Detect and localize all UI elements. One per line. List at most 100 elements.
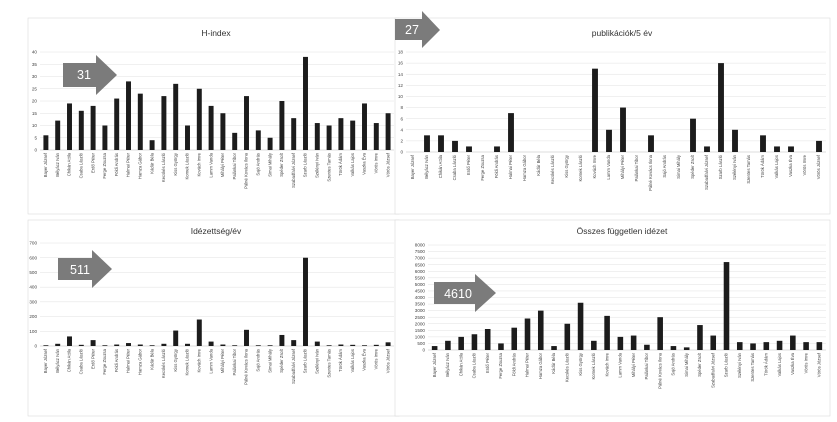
x-tick-label: Sajó András bbox=[256, 153, 261, 176]
x-tick-label: Kovách Imre bbox=[197, 348, 202, 372]
bar bbox=[244, 96, 249, 150]
x-tick-label: Chikán Attila bbox=[67, 348, 72, 372]
bar bbox=[291, 118, 297, 150]
bar bbox=[303, 257, 308, 346]
x-tick-label: Lamm Vanda bbox=[208, 348, 213, 373]
bar bbox=[126, 81, 131, 150]
x-tick-label: Kecskés László bbox=[565, 352, 570, 382]
y-tick-label: 0 bbox=[34, 344, 37, 349]
bar bbox=[232, 345, 238, 346]
bar bbox=[314, 341, 320, 346]
x-tick-label: Szarb László bbox=[724, 352, 729, 377]
bar bbox=[55, 120, 61, 150]
y-tick-label: 2 bbox=[400, 138, 403, 143]
bar bbox=[774, 146, 780, 152]
bar bbox=[326, 125, 332, 150]
x-tick-label: Vaszka Éva bbox=[362, 152, 367, 174]
x-tick-label: Sajó András bbox=[662, 155, 667, 178]
bar bbox=[816, 140, 822, 152]
x-tick-label: Török Ádám bbox=[760, 154, 765, 177]
bar bbox=[690, 118, 696, 152]
x-tick-label: Kádár Béla bbox=[149, 348, 154, 369]
y-tick-label: 6 bbox=[400, 116, 403, 121]
highlight-label: 511 bbox=[70, 263, 90, 277]
bar bbox=[763, 342, 770, 350]
y-tick-label: 700 bbox=[29, 241, 37, 246]
y-tick-label: 10 bbox=[398, 94, 404, 99]
bar bbox=[445, 340, 451, 350]
bar bbox=[431, 346, 438, 350]
x-tick-label: Földi András bbox=[494, 155, 499, 178]
x-tick-label: Kádár Béla bbox=[536, 154, 541, 175]
x-tick-label: Erdő Péter bbox=[466, 154, 471, 175]
bar bbox=[788, 146, 794, 152]
bar bbox=[604, 315, 610, 350]
bar bbox=[494, 146, 500, 152]
bar bbox=[537, 310, 544, 350]
x-tick-label: Kornek László bbox=[591, 352, 596, 379]
bar bbox=[137, 93, 143, 150]
x-tick-label: Valkás Lajos bbox=[774, 155, 779, 178]
bar bbox=[458, 336, 464, 350]
x-tick-label: Kádár Béla bbox=[551, 352, 556, 373]
x-tick-label: Vaszka Éva bbox=[362, 348, 367, 370]
bar bbox=[816, 342, 823, 350]
y-tick-label: 6500 bbox=[415, 262, 426, 267]
chart-title: publikációk/5 év bbox=[592, 28, 653, 38]
x-tick-label: Szélényi Iván bbox=[737, 352, 742, 378]
bar bbox=[697, 325, 703, 350]
bar bbox=[55, 343, 61, 346]
x-tick-label: Kiss György bbox=[564, 154, 569, 177]
bar bbox=[90, 105, 96, 150]
bar bbox=[657, 317, 663, 350]
bar bbox=[208, 341, 214, 346]
x-tick-label: Csaba László bbox=[472, 352, 477, 378]
y-tick-label: 18 bbox=[398, 50, 404, 55]
x-tick-label: Kovách Imre bbox=[604, 352, 609, 376]
x-tick-label: Szélényi Iván bbox=[732, 154, 737, 180]
x-tick-label: Simai Mihály bbox=[267, 152, 272, 177]
y-tick-label: 10 bbox=[32, 123, 38, 128]
x-tick-label: Chikán Attila bbox=[67, 152, 72, 176]
y-tick-label: 2500 bbox=[415, 315, 426, 320]
x-tick-label: Sajó András bbox=[256, 349, 261, 372]
bar bbox=[255, 130, 261, 150]
y-tick-label: 500 bbox=[29, 270, 37, 275]
bar bbox=[67, 103, 72, 150]
x-tick-label: Pálné Kovács Ilona bbox=[648, 154, 653, 191]
x-tick-label: Mihályi Péter bbox=[620, 154, 625, 179]
y-tick-label: 7000 bbox=[415, 256, 426, 261]
bar bbox=[338, 344, 344, 346]
bar bbox=[373, 344, 379, 346]
x-tick-label: Erdő Péter bbox=[90, 152, 95, 173]
chart-title: H-index bbox=[201, 28, 231, 38]
y-tick-label: 7500 bbox=[415, 249, 426, 254]
x-tick-label: Földi András bbox=[511, 353, 516, 376]
x-tick-label: Kádár Béla bbox=[149, 152, 154, 173]
bar bbox=[43, 135, 49, 150]
bar bbox=[670, 346, 677, 350]
bar bbox=[790, 335, 796, 350]
bar bbox=[710, 335, 717, 350]
y-tick-label: 40 bbox=[32, 50, 38, 55]
bar bbox=[592, 68, 598, 152]
bar bbox=[267, 137, 273, 150]
bar bbox=[279, 334, 285, 346]
x-tick-label: Kovách Imre bbox=[197, 152, 202, 176]
x-tick-label: Vörös Imre bbox=[803, 352, 808, 373]
x-tick-label: Szélényi Iván bbox=[315, 152, 320, 178]
highlight-arrow: 31 bbox=[63, 55, 117, 95]
x-tick-label: Kovách Imre bbox=[592, 154, 597, 178]
bar bbox=[244, 329, 249, 346]
bar bbox=[137, 344, 143, 346]
x-tick-label: Csaba László bbox=[79, 152, 84, 178]
bar bbox=[718, 63, 724, 152]
x-tick-label: Szélényi Iván bbox=[315, 348, 320, 374]
y-tick-label: 8000 bbox=[415, 243, 426, 248]
y-tick-label: 14 bbox=[398, 72, 404, 77]
bar bbox=[591, 340, 597, 350]
bar bbox=[291, 340, 297, 346]
y-tick-label: 600 bbox=[29, 255, 37, 260]
bar bbox=[564, 323, 571, 350]
